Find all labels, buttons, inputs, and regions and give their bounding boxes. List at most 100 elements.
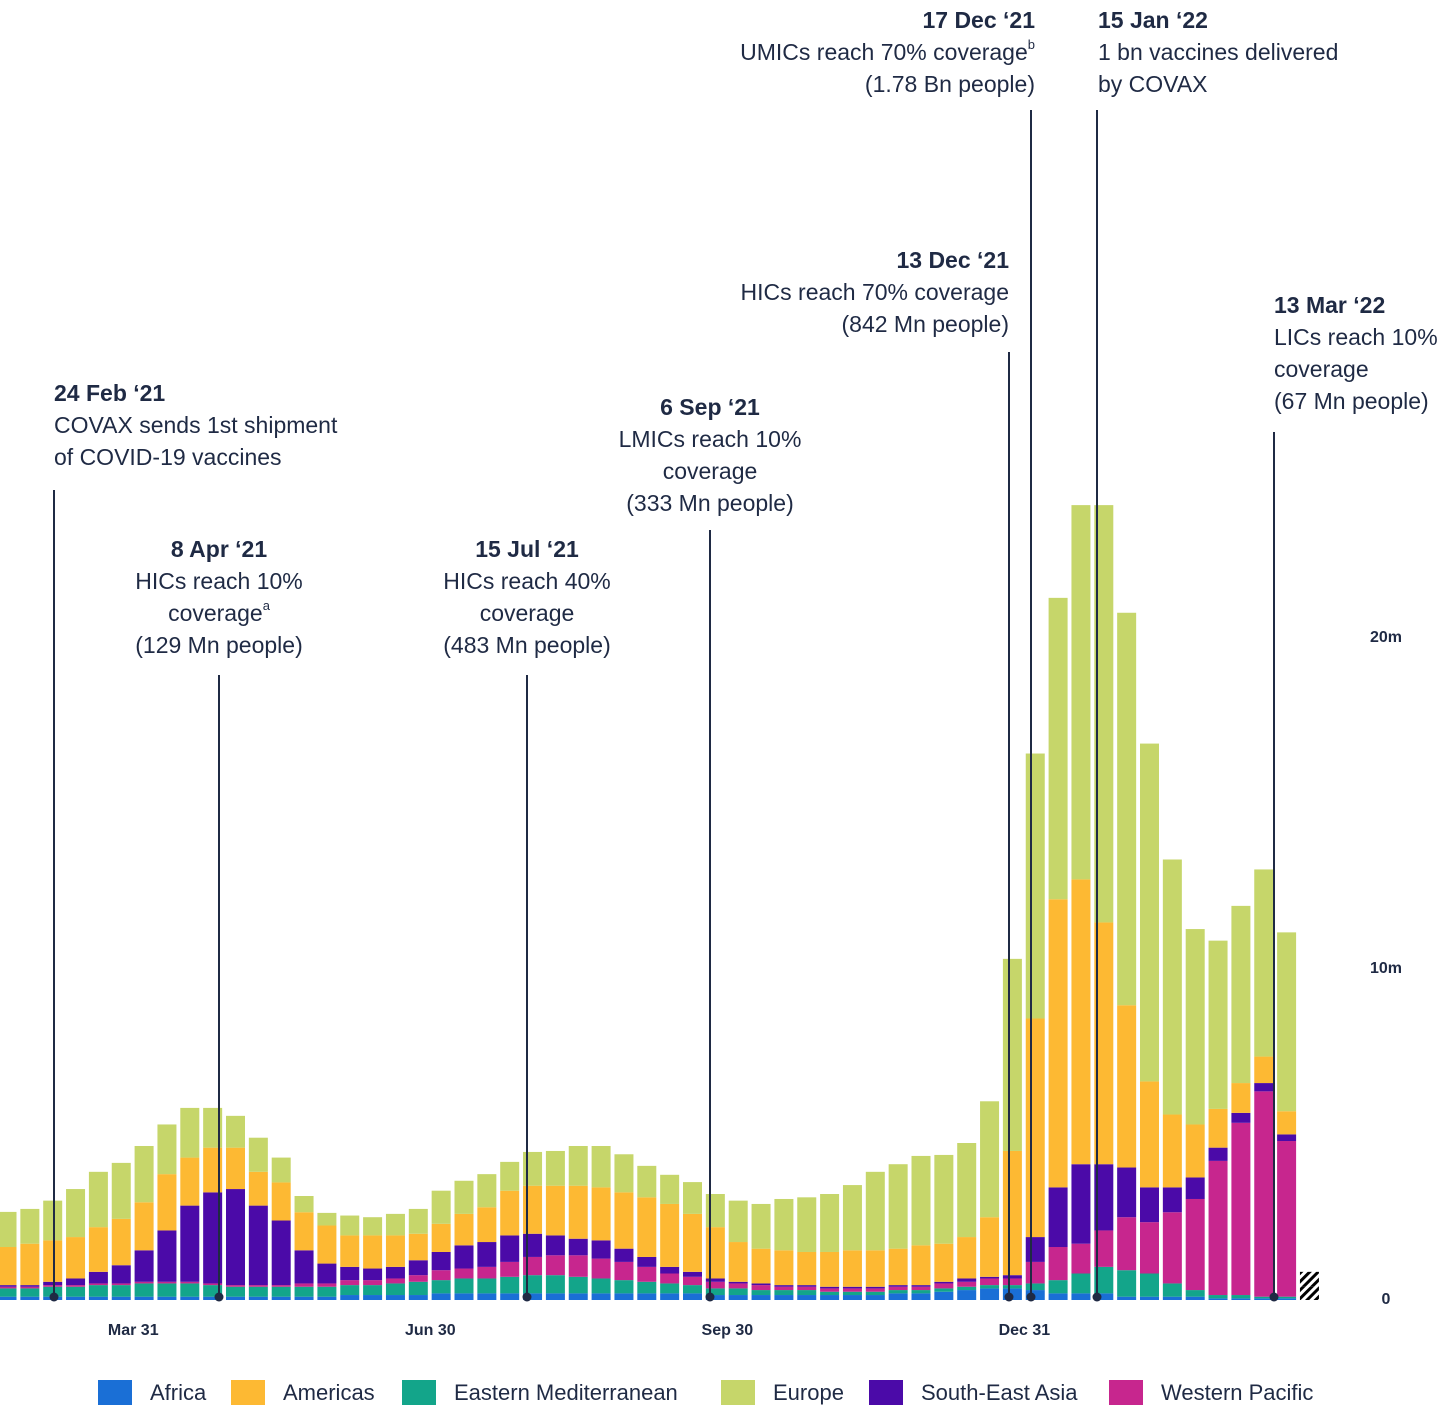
bar-segment: [294, 1196, 314, 1213]
bar-segment: [203, 1283, 223, 1286]
bar-segment: [934, 1154, 954, 1244]
bar-segment: [568, 1145, 588, 1186]
bar-segment: [43, 1240, 63, 1282]
bar-segment: [797, 1286, 817, 1291]
bar-segment: [340, 1280, 360, 1286]
bar-segment: [1277, 1298, 1297, 1300]
annotation-text: (1.78 Bn people): [865, 71, 1035, 97]
bar-segment: [545, 1275, 565, 1294]
bar-segment: [591, 1145, 611, 1188]
legend-swatch: [98, 1380, 132, 1405]
bar-segment: [66, 1278, 86, 1286]
bar-segment: [614, 1248, 634, 1262]
bar-segment: [980, 1288, 1000, 1300]
annotation-line-text: 1 bn vaccines delivered: [1098, 39, 1338, 65]
bar-segment: [1208, 1295, 1228, 1299]
bar-segment: [545, 1255, 565, 1276]
bar-segment: [203, 1296, 223, 1300]
bar-segment: [1048, 597, 1068, 900]
bar-segment: [614, 1280, 634, 1294]
bar-segment: [1162, 1296, 1182, 1300]
annotation-text: by COVAX: [1098, 71, 1208, 97]
bar-segment: [431, 1280, 451, 1294]
bar-segment: [1208, 1147, 1228, 1161]
bar-segment: [1117, 612, 1137, 1006]
bar-segment: [134, 1250, 154, 1282]
annotation-text: (333 Mn people): [626, 490, 794, 516]
bar-segment: [477, 1207, 497, 1243]
bar-segment: [248, 1205, 268, 1286]
bar-segment: [500, 1293, 520, 1300]
bar-segment: [88, 1296, 108, 1300]
bar-segment: [203, 1107, 223, 1148]
bar-segment: [1140, 1081, 1159, 1188]
bar-segment: [1071, 1273, 1091, 1294]
bar-segment: [477, 1293, 497, 1300]
bar-segment: [774, 1250, 794, 1286]
bar-segment: [1048, 1293, 1068, 1300]
bar-segment: [751, 1203, 771, 1249]
bar-segment: [248, 1137, 268, 1172]
bar-segment: [1277, 1296, 1297, 1299]
bar-segment: [340, 1235, 360, 1267]
bar-segment: [545, 1293, 565, 1300]
bar-segment: [43, 1281, 63, 1286]
bar-segment: [865, 1286, 885, 1289]
annotation-dot: [214, 1292, 224, 1302]
bar-segment: [934, 1243, 954, 1282]
bar-segment: [271, 1286, 291, 1297]
annotation-text: LICs reach 10%: [1274, 324, 1438, 350]
bar-segment: [385, 1266, 405, 1279]
bar-segment: [865, 1171, 885, 1251]
bar-segment: [500, 1261, 520, 1277]
bar-segment: [180, 1205, 200, 1282]
bar-segment: [111, 1218, 131, 1266]
bar-segment: [911, 1290, 931, 1294]
bar-segment: [248, 1285, 268, 1287]
bar-segment: [226, 1285, 245, 1287]
bar-segment: [43, 1286, 63, 1297]
bar-segment: [1208, 940, 1228, 1109]
bar-segment: [523, 1293, 543, 1300]
annotation-date: 24 Feb ‘21: [54, 380, 165, 406]
bar-segment: [980, 1276, 1000, 1279]
bar-segment: [111, 1162, 131, 1219]
bar-segment: [865, 1250, 885, 1287]
bar-segment: [1208, 1108, 1228, 1148]
annotation-line-text: of COVID-19 vaccines: [54, 444, 282, 470]
bar-segment: [1140, 1273, 1159, 1297]
bar-segment: [1162, 1283, 1182, 1297]
annotation-date: 13 Mar ‘22: [1274, 292, 1385, 318]
bar-segment: [705, 1227, 725, 1279]
bar-segment: [842, 1291, 862, 1296]
annotation-text: COVAX sends 1st shipment: [54, 412, 338, 438]
bar-segment: [477, 1278, 497, 1294]
bar-segment: [317, 1296, 337, 1300]
annotation-line-text: coverage: [168, 600, 263, 626]
legend-swatch: [402, 1380, 436, 1405]
bar-segment: [774, 1285, 794, 1287]
bar-segment: [294, 1296, 314, 1300]
bar-segment: [203, 1285, 223, 1297]
legend-label: Africa: [150, 1380, 207, 1405]
annotation-text: coveragea: [168, 598, 271, 626]
bar-segment: [1071, 1293, 1091, 1300]
bar-segment: [705, 1278, 725, 1282]
bar-segment: [1185, 1290, 1205, 1297]
bar-segment: [797, 1285, 817, 1287]
annotation-line-text: (842 Mn people): [842, 311, 1010, 337]
bar-segment: [385, 1295, 405, 1300]
bar-segment: [523, 1256, 543, 1276]
bar-segment: [1025, 1283, 1045, 1291]
annotation-text: coverage: [1274, 356, 1369, 382]
bar-segment: [157, 1124, 177, 1175]
bar-segment: [1094, 922, 1114, 1165]
bar-segment: [317, 1283, 337, 1287]
bar-segment: [1094, 1230, 1114, 1267]
bar-segment: [20, 1286, 40, 1289]
bar-segment: [134, 1202, 154, 1251]
bar-segment: [1002, 1278, 1022, 1286]
bar-segment: [1094, 1293, 1114, 1300]
bar-segment: [728, 1283, 748, 1289]
bar-segment: [385, 1283, 405, 1296]
